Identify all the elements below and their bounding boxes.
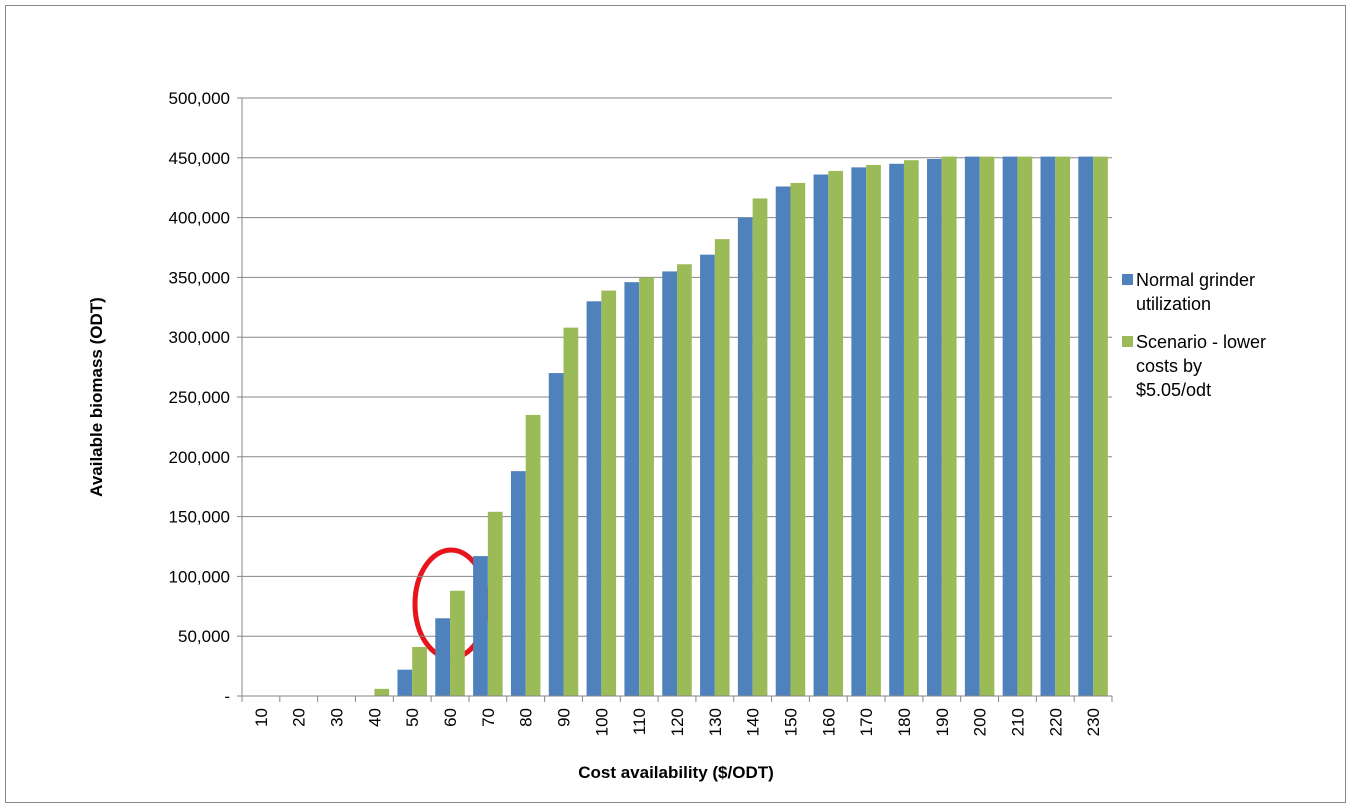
y-axis-label: Available biomass (ODT) [87, 297, 106, 497]
bar [752, 198, 768, 697]
bar [662, 271, 677, 696]
x-tick-label: 110 [630, 708, 649, 735]
x-tick-label: 180 [895, 708, 914, 736]
bar [374, 688, 390, 696]
legend: Normal grinder utilization Scenario - low… [1122, 268, 1322, 416]
bar [866, 164, 881, 696]
y-tick-label: 500,000 [169, 89, 230, 108]
x-tick-label: 210 [1008, 708, 1027, 736]
x-tick-label: 10 [252, 708, 271, 727]
bar [639, 277, 654, 696]
bar [851, 167, 867, 697]
bar [714, 239, 730, 697]
legend-label: Scenario - lower costs by $5.05/odt [1136, 332, 1267, 400]
y-tick-label: 400,000 [169, 209, 230, 228]
bar [586, 301, 602, 696]
bar [487, 511, 503, 696]
bar [828, 170, 844, 696]
bar [525, 414, 541, 696]
legend-swatch [1122, 336, 1133, 347]
bar [1093, 156, 1108, 696]
bar [979, 156, 995, 696]
x-tick-label: 150 [781, 708, 800, 736]
legend-label: Normal grinder utilization [1136, 270, 1256, 314]
y-tick-label: 200,000 [169, 448, 230, 467]
x-tick-label: 80 [517, 708, 536, 727]
bar [397, 669, 413, 696]
legend-item: Normal grinder utilization [1122, 268, 1296, 316]
x-tick-label: 220 [1046, 708, 1065, 736]
bar [1017, 156, 1033, 696]
y-tick-label: 350,000 [169, 268, 230, 287]
bar [1040, 156, 1056, 696]
y-tick-label: 450,000 [169, 149, 230, 168]
x-tick-label: 140 [744, 708, 763, 736]
x-tick-label: 70 [479, 708, 498, 727]
x-tick-label: 190 [933, 708, 952, 736]
bar [473, 556, 488, 696]
x-tick-label: 40 [365, 708, 384, 727]
legend-swatch [1122, 274, 1133, 285]
x-tick-label: 100 [592, 708, 611, 736]
legend-item: Scenario - lower costs by $5.05/odt [1122, 330, 1276, 402]
x-tick-label: 30 [328, 708, 347, 727]
x-tick-label: 170 [857, 708, 876, 736]
bar [964, 156, 980, 696]
y-tick-label: 50,000 [178, 627, 230, 646]
x-tick-label: 20 [290, 708, 309, 727]
bar [510, 471, 526, 696]
x-tick-label: 130 [706, 708, 725, 736]
bar [435, 618, 451, 696]
y-tick-label: 250,000 [169, 388, 230, 407]
y-tick-label: 300,000 [169, 328, 230, 347]
bar [412, 646, 427, 696]
x-tick-label: 200 [971, 708, 990, 736]
bar [889, 163, 904, 696]
x-tick-label: 90 [555, 708, 574, 727]
bar [737, 217, 753, 696]
y-tick-label: 150,000 [169, 508, 230, 527]
bar [601, 290, 617, 696]
bar [1055, 156, 1071, 696]
bar [775, 186, 791, 696]
bar [1078, 156, 1094, 696]
bar [677, 264, 692, 696]
x-tick-label: 230 [1084, 708, 1103, 736]
bar [548, 373, 564, 696]
x-tick-label: 120 [668, 708, 687, 736]
bar [1002, 156, 1018, 696]
bar [563, 327, 579, 696]
y-tick-label: - [224, 687, 230, 706]
bar [700, 254, 715, 696]
x-axis-label: Cost availability ($/ODT) [578, 763, 774, 782]
x-tick-label: 60 [441, 708, 460, 727]
y-tick-label: 100,000 [169, 567, 230, 586]
x-tick-label: 50 [403, 708, 422, 727]
x-tick-label: 160 [819, 708, 838, 736]
bar [941, 156, 957, 696]
bar [450, 590, 465, 696]
bar [624, 282, 640, 696]
bar [903, 160, 919, 696]
bar [927, 158, 942, 697]
bar [813, 174, 829, 696]
bar [790, 182, 806, 696]
